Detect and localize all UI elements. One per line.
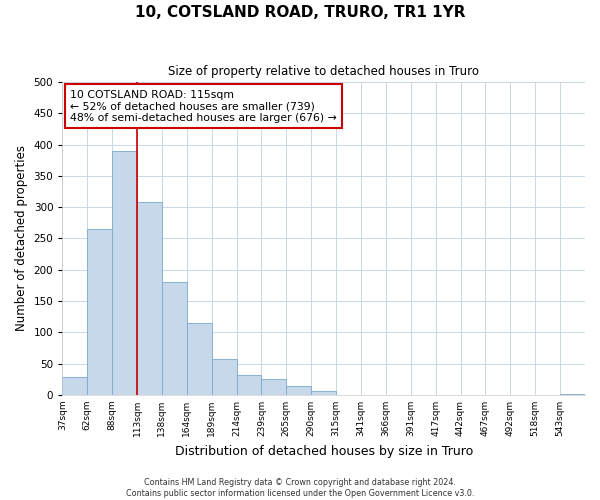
Bar bbox=[236, 375, 262, 395]
Bar bbox=[311, 391, 336, 395]
Bar bbox=[137, 202, 162, 395]
Bar bbox=[212, 358, 236, 395]
Text: 10 COTSLAND ROAD: 115sqm
← 52% of detached houses are smaller (739)
48% of semi-: 10 COTSLAND ROAD: 115sqm ← 52% of detach… bbox=[70, 90, 337, 123]
Text: Contains HM Land Registry data © Crown copyright and database right 2024.
Contai: Contains HM Land Registry data © Crown c… bbox=[126, 478, 474, 498]
Bar bbox=[560, 394, 585, 395]
Title: Size of property relative to detached houses in Truro: Size of property relative to detached ho… bbox=[168, 65, 479, 78]
Bar bbox=[262, 380, 286, 395]
Bar bbox=[286, 386, 311, 395]
Bar bbox=[62, 377, 87, 395]
Bar bbox=[162, 282, 187, 395]
Text: 10, COTSLAND ROAD, TRURO, TR1 1YR: 10, COTSLAND ROAD, TRURO, TR1 1YR bbox=[135, 5, 465, 20]
Bar bbox=[87, 229, 112, 395]
X-axis label: Distribution of detached houses by size in Truro: Distribution of detached houses by size … bbox=[175, 444, 473, 458]
Y-axis label: Number of detached properties: Number of detached properties bbox=[15, 146, 28, 332]
Bar bbox=[112, 151, 137, 395]
Bar bbox=[187, 323, 212, 395]
